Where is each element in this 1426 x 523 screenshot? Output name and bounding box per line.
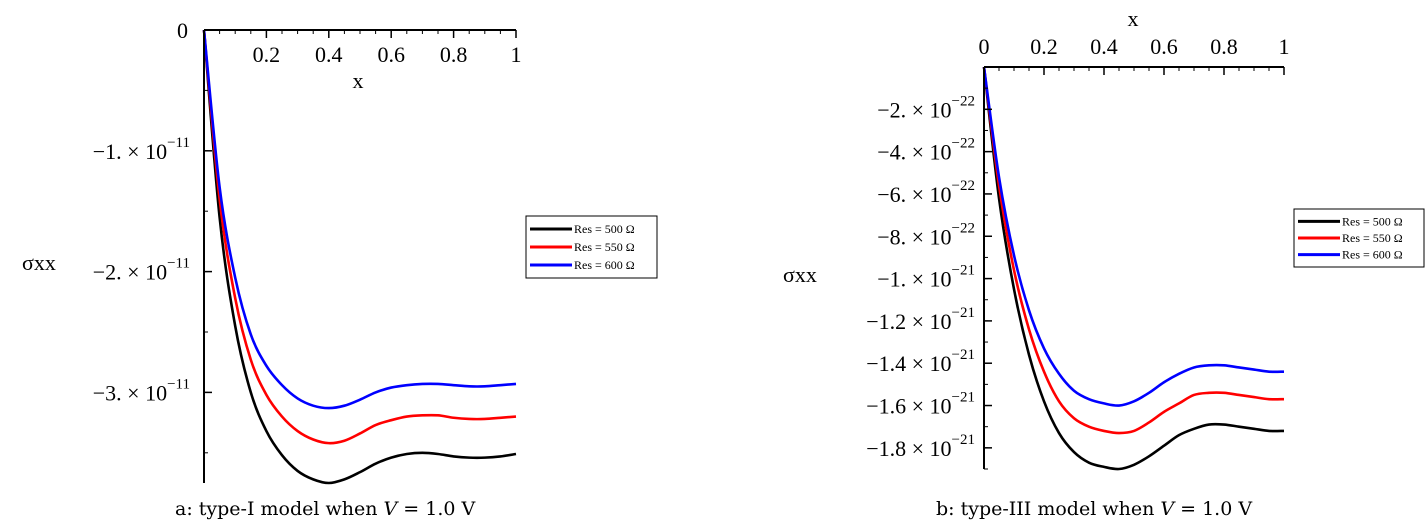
legend-entry-label: Res = 550 Ω (574, 240, 635, 254)
y-tick-label: −1. × 10−21 (877, 263, 975, 292)
x-tick-label: 0.4 (315, 42, 343, 67)
x-tick-label: 0.6 (1150, 34, 1178, 59)
x-tick-label: 0.8 (440, 42, 468, 67)
y-axis-title: σxx (22, 250, 56, 275)
y-tick-label: −1.2 × 10−21 (866, 305, 975, 334)
y-tick-label: −1.6 × 10−21 (866, 390, 975, 419)
origin-label: 0 (177, 18, 188, 43)
legend: Res = 500 Ω Res = 550 Ω Res = 600 Ω (525, 215, 658, 279)
x-tick-label: 0.8 (1210, 34, 1238, 59)
chart-type-iii: 0 0.2 0.4 0.6 0.8 1 x −2. × 10−22 −4. × 10−22 −6.… (783, 6, 1425, 520)
x-tick-label: 0.2 (253, 42, 281, 67)
series-line-500 (982, 66, 1285, 471)
plot-area (202, 29, 517, 485)
y-axis-title: σxx (783, 262, 817, 287)
x-axis-title: x (1128, 6, 1139, 31)
y-tick-label: −4. × 10−22 (877, 136, 975, 165)
y-tick-label: −2. × 10−11 (93, 256, 190, 285)
x-tick-label: 0.6 (377, 42, 405, 67)
y-tick-label: −2. × 10−22 (877, 93, 975, 122)
y-tick-label: −8. × 10−22 (877, 220, 975, 249)
figure-caption: b: type-III model when V = 1.0 V (936, 498, 1252, 520)
figure-caption: a: type-I model when V = 1.0 V (175, 498, 476, 520)
legend-entry-label: Res = 600 Ω (574, 258, 635, 272)
y-tick-label: −6. × 10−22 (877, 178, 975, 207)
chart-type-i: 0.2 0.4 0.6 0.8 1 0 x −1. × 10−11 −2. × 10−11 −3.… (22, 18, 658, 520)
series-line-550 (202, 29, 517, 445)
x-tick-label: 1 (511, 42, 522, 67)
y-tick-label: −1. × 10−11 (93, 135, 190, 164)
x-tick-label: 0 (979, 34, 990, 59)
y-tick-label: −1.4 × 10−21 (866, 347, 975, 376)
y-tick-label: −1.8 × 10−21 (866, 432, 975, 461)
series-line-500 (202, 29, 517, 485)
legend-entry-label: Res = 600 Ω (1342, 248, 1403, 262)
series-line-550 (982, 66, 1285, 435)
y-tick-label: −3. × 10−11 (93, 376, 190, 405)
x-axis-title: x (353, 68, 364, 93)
legend-entry-label: Res = 500 Ω (1342, 214, 1403, 228)
series-line-600 (202, 29, 517, 410)
legend-entry-label: Res = 550 Ω (1342, 231, 1403, 245)
x-tick-label: 1 (1279, 34, 1290, 59)
series-line-600 (982, 66, 1285, 407)
plot-area (982, 66, 1285, 471)
x-tick-label: 0.2 (1030, 34, 1058, 59)
x-tick-label: 0.4 (1090, 34, 1118, 59)
legend-entry-label: Res = 500 Ω (574, 222, 635, 236)
legend: Res = 500 Ω Res = 550 Ω Res = 600 Ω (1293, 208, 1425, 268)
